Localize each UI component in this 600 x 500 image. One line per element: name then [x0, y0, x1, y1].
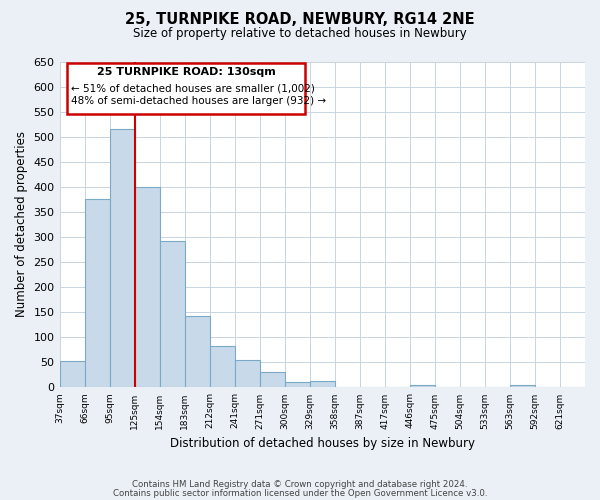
- Text: 25 TURNPIKE ROAD: 130sqm: 25 TURNPIKE ROAD: 130sqm: [97, 66, 275, 76]
- Y-axis label: Number of detached properties: Number of detached properties: [15, 132, 28, 318]
- FancyBboxPatch shape: [67, 62, 305, 114]
- Bar: [510, 385, 535, 388]
- Bar: [59, 362, 85, 388]
- Bar: [260, 372, 285, 388]
- Bar: [85, 200, 110, 388]
- Bar: [185, 316, 209, 388]
- Bar: [110, 129, 134, 388]
- Bar: [209, 346, 235, 388]
- Text: ← 51% of detached houses are smaller (1,002): ← 51% of detached houses are smaller (1,…: [71, 83, 314, 93]
- Text: Size of property relative to detached houses in Newbury: Size of property relative to detached ho…: [133, 28, 467, 40]
- Bar: [410, 385, 435, 388]
- Text: Contains public sector information licensed under the Open Government Licence v3: Contains public sector information licen…: [113, 488, 487, 498]
- Bar: [134, 187, 160, 388]
- Bar: [235, 360, 260, 388]
- X-axis label: Distribution of detached houses by size in Newbury: Distribution of detached houses by size …: [170, 437, 475, 450]
- Bar: [310, 382, 335, 388]
- Bar: [285, 382, 310, 388]
- Text: 48% of semi-detached houses are larger (932) →: 48% of semi-detached houses are larger (…: [71, 96, 326, 106]
- Text: Contains HM Land Registry data © Crown copyright and database right 2024.: Contains HM Land Registry data © Crown c…: [132, 480, 468, 489]
- Text: 25, TURNPIKE ROAD, NEWBURY, RG14 2NE: 25, TURNPIKE ROAD, NEWBURY, RG14 2NE: [125, 12, 475, 28]
- Bar: [160, 240, 185, 388]
